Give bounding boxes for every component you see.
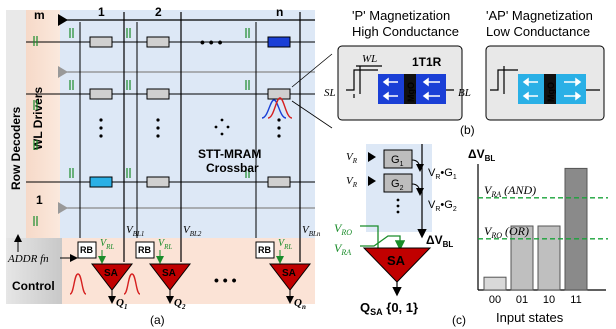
row-decoders-label: Row Decoders [9, 106, 23, 190]
product-2: VR•G2 [428, 199, 457, 213]
vro-path [360, 225, 379, 248]
caption-b: (b) [460, 123, 475, 137]
svg-text:Q2: Q2 [174, 297, 186, 311]
zoom-connectors [291, 53, 333, 129]
threshold-label-ra: VRA (AND) [484, 183, 536, 199]
panel-b: 'P' Magnetization High Conductance 'AP' … [324, 8, 605, 137]
sense-stage-n: RB VRL SA Qn [255, 238, 312, 311]
sense-stage-1: RB VRL SA Q1 [69, 238, 141, 311]
addr-label: ADDR fn [7, 253, 49, 265]
row-dots [99, 118, 281, 138]
col-label-2: 2 [155, 5, 162, 19]
bl-label: BL [458, 87, 471, 99]
panel-c: VR G1 VR G2 VR•G1 VR•G2 ΔVBL VRO VRA SA … [334, 144, 608, 327]
crossbar-block [60, 10, 315, 238]
ap-mgo-label: MgO [546, 82, 556, 102]
ap-arrows-icon [522, 77, 582, 101]
wl-driver-block [26, 10, 60, 238]
control-label: Control [12, 279, 55, 293]
panel-a: Row Decoders WL Drivers m 1 1 2 n [6, 5, 321, 327]
qsa-label: QSA {0, 1} [360, 300, 418, 317]
chart-title: ΔVBL [468, 147, 495, 163]
p-mgo-label: MgO [406, 82, 416, 102]
tick-label-00: 00 [489, 294, 501, 306]
tick-label-10: 10 [543, 294, 555, 306]
wl-drivers-label: WL Drivers [31, 87, 45, 150]
svg-text:Q1: Q1 [116, 297, 127, 311]
svg-text:G2: G2 [391, 178, 404, 192]
bar-00 [483, 276, 507, 291]
vra-path [360, 235, 406, 251]
sense-amp-label: SA [387, 253, 406, 268]
p-title-1: 'P' Magnetization [352, 8, 450, 23]
bar-10 [537, 225, 561, 291]
row-label-m: m [34, 8, 45, 22]
bar-01 [510, 225, 534, 291]
wl-driver-1-icon [58, 202, 68, 214]
crossbar-cells [89, 36, 291, 188]
svg-text:VBLn: VBLn [302, 224, 321, 238]
col-label-1: 1 [98, 5, 105, 19]
svg-text:RB: RB [80, 245, 93, 255]
svg-text:SA: SA [282, 268, 296, 279]
bar-chart: ΔVBL Input states 00 01 10 11 VRA (AND) VRO (… [468, 147, 608, 325]
access-transistors [33, 28, 250, 226]
chart-xlabel: Input states [496, 310, 564, 325]
select-lines [26, 41, 315, 183]
svg-text:SA: SA [104, 268, 118, 279]
svg-text:VRL: VRL [158, 238, 172, 251]
delta-vbl: ΔVBL [426, 233, 453, 249]
crossbar-title-line2: Crossbar [206, 161, 259, 175]
vro-label: VRO [334, 221, 352, 237]
sense-amp-icon [362, 247, 432, 283]
svg-text:VRL: VRL [100, 238, 114, 251]
svg-text:Qn: Qn [294, 297, 306, 311]
svg-text:VBL2: VBL2 [183, 224, 202, 238]
bit-lines [79, 12, 301, 262]
crossbar-title-line1: STT-MRAM [198, 147, 261, 161]
svg-text:VR: VR [346, 175, 358, 189]
cell-type-label: 1T1R [412, 55, 442, 69]
ap-title-1: 'AP' Magnetization [486, 8, 593, 23]
svg-text:SA: SA [162, 268, 176, 279]
p-title-2: High Conductance [352, 24, 459, 39]
svg-text:G1: G1 [391, 154, 404, 168]
threshold-label-ro: VRO (OR) [484, 224, 529, 240]
distribution-curves-icon [261, 97, 293, 119]
vra-label: VRA [334, 241, 351, 257]
ap-title-2: Low Conductance [486, 24, 590, 39]
wl-driver-2-icon [58, 66, 68, 78]
sense-dots: • • • [214, 272, 237, 288]
p-transistor-icon [346, 65, 382, 98]
wl-label: WL [362, 53, 377, 65]
column-dots [396, 198, 400, 214]
row-label-1: 1 [36, 193, 43, 207]
svg-text:VRL: VRL [278, 238, 292, 251]
wl-driver-m-icon [58, 14, 68, 26]
sense-stage-2: RB VRL SA Q2 [135, 238, 192, 311]
ap-transistor-icon [490, 66, 518, 94]
word-lines [60, 19, 315, 209]
p-arrows-icon [382, 77, 440, 101]
control-block [6, 238, 62, 304]
column-dots: • • • [200, 34, 223, 50]
svg-text:VR: VR [346, 151, 358, 165]
caption-c: (c) [452, 313, 466, 327]
svg-text:VBL1: VBL1 [126, 224, 144, 238]
g2-cell: VR G2 [346, 173, 424, 196]
tick-label-11: 11 [570, 294, 581, 306]
tick-label-01: 01 [516, 294, 528, 306]
svg-text:RB: RB [138, 245, 151, 255]
caption-a: (a) [150, 313, 165, 327]
sl-label: SL [324, 87, 336, 99]
vbl-labels: VBL1 VBL2 VBLn [126, 224, 321, 238]
g1-cell: VR G1 [346, 149, 424, 172]
row-decoder-block [6, 10, 26, 238]
product-1: VR•G1 [428, 167, 457, 181]
col-label-n: n [276, 5, 283, 19]
bar-11 [564, 167, 588, 291]
svg-text:RB: RB [258, 245, 271, 255]
